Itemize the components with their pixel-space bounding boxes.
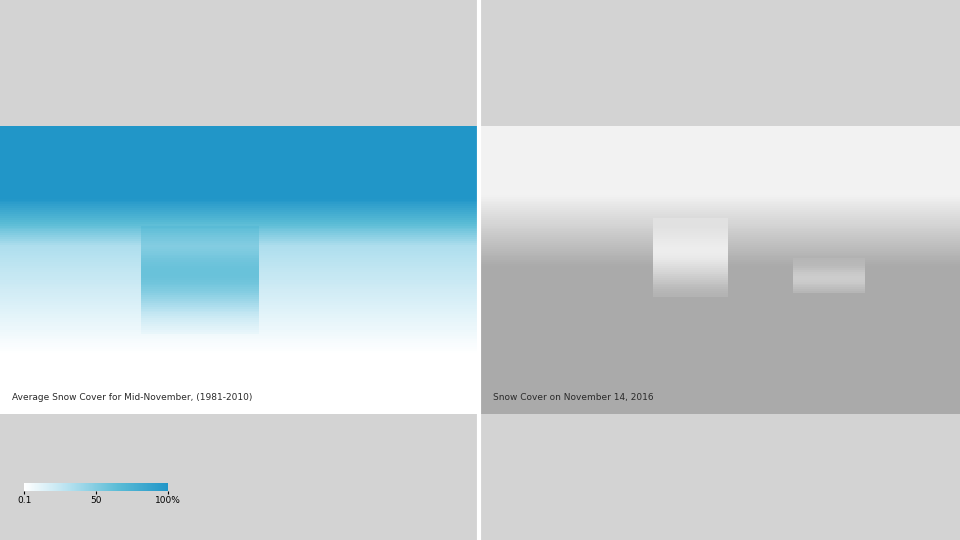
Text: Average Snow Cover for Mid-November, (1981-2010): Average Snow Cover for Mid-November, (19…	[12, 393, 252, 402]
Text: Snow Cover on November 14, 2016: Snow Cover on November 14, 2016	[492, 393, 654, 402]
